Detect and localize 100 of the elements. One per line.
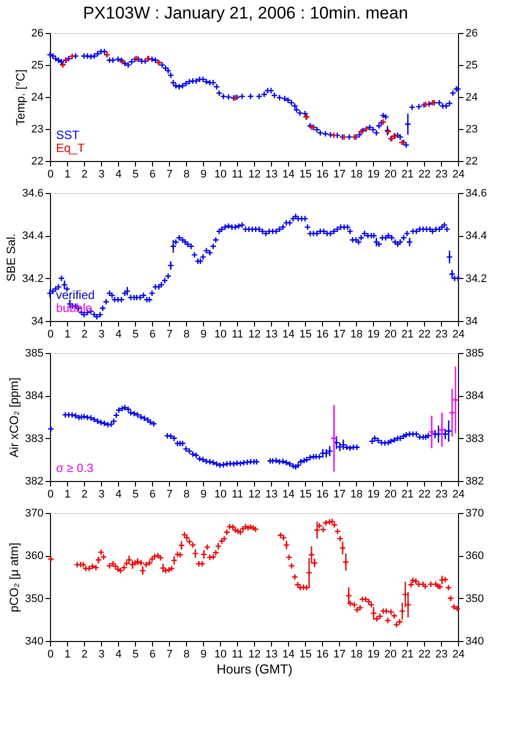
y2-tick-label: 26 <box>466 28 478 40</box>
y2-tick-label: 340 <box>466 636 484 648</box>
x-tick-label: 14 <box>282 488 295 500</box>
x-tick-label: 18 <box>350 648 363 660</box>
x-tick-label: 14 <box>282 328 295 340</box>
x-tick-label: 5 <box>132 168 139 180</box>
x-tick-label: 11 <box>232 328 244 340</box>
point <box>330 132 338 139</box>
x-tick-label: 9 <box>200 488 207 500</box>
y-axis-title: Air xCO₂ [ppm] <box>7 377 22 458</box>
x-tick-label: 9 <box>200 648 207 660</box>
y2-tick-label: 23 <box>466 124 478 136</box>
x-tick-label: 12 <box>248 328 261 340</box>
x-tick-label: 7 <box>166 168 173 180</box>
x-tick-label: 20 <box>384 488 397 500</box>
x-tick-label: 20 <box>384 648 397 660</box>
x-tick-label: 2 <box>81 328 88 340</box>
x-tick-label: 22 <box>418 648 431 660</box>
x-tick-label: 19 <box>367 168 380 180</box>
x-tick-label: 4 <box>115 488 122 500</box>
x-tick-label: 23 <box>435 168 448 180</box>
x-tick-label: 0 <box>47 168 54 180</box>
y2-tick-label: 382 <box>466 476 484 488</box>
x-tick-label: 9 <box>200 168 207 180</box>
point <box>452 396 459 404</box>
x-tick-label: 18 <box>350 328 363 340</box>
x-tick-label: 8 <box>183 328 190 340</box>
y-tick-label: 34.2 <box>22 272 44 285</box>
x-tick-label: 9 <box>200 328 207 340</box>
y-axis-title: SBE Sal. <box>4 233 18 282</box>
point <box>330 434 338 442</box>
x-tick-label: 11 <box>232 648 244 660</box>
y2-tick-label: 25 <box>466 60 478 72</box>
x-tick-label: 16 <box>316 328 329 340</box>
x-tick-label: 0 <box>47 328 54 340</box>
x-tick-label: 2 <box>81 648 88 660</box>
y-tick-label: 22 <box>31 156 44 168</box>
x-tick-label: 6 <box>149 488 156 500</box>
y2-tick-label: 24 <box>466 92 478 104</box>
x-tick-label: 16 <box>316 168 329 180</box>
y-tick-label: 34 <box>31 316 44 328</box>
x-tick-label: 12 <box>248 648 261 660</box>
y-tick-label: 382 <box>25 476 44 488</box>
x-tick-label: 13 <box>265 168 278 180</box>
x-tick-label: 24 <box>452 488 465 500</box>
y-tick-label: 34.6 <box>22 188 44 200</box>
y-tick-label: 24 <box>31 92 44 104</box>
x-tick-label: 13 <box>265 328 278 340</box>
x-tick-label: 19 <box>367 488 380 500</box>
x-tick-label: 22 <box>418 488 431 500</box>
x-tick-label: 24 <box>452 328 465 340</box>
y2-tick-label: 370 <box>466 508 484 520</box>
x-tick-label: 17 <box>333 488 346 500</box>
x-tick-label: 21 <box>401 328 414 340</box>
x-tick-label: 4 <box>115 648 122 660</box>
x-tick-label: 15 <box>299 488 312 500</box>
point <box>428 428 436 436</box>
x-tick-label: 12 <box>248 168 261 180</box>
x-tick-label: 15 <box>299 648 312 660</box>
x-tick-label: 1 <box>64 648 71 660</box>
y-tick-label: 370 <box>25 508 44 520</box>
x-tick-label: 2 <box>81 168 88 180</box>
y2-tick-label: 34.4 <box>466 230 487 242</box>
x-tick-label: 20 <box>384 168 397 180</box>
x-tick-label: 6 <box>149 328 156 340</box>
y-tick-label: 385 <box>25 348 44 360</box>
y-tick-label: 360 <box>25 550 44 562</box>
x-tick-label: 10 <box>214 168 227 180</box>
y-tick-label: 384 <box>25 390 44 402</box>
x-tick-label: 11 <box>232 488 244 500</box>
x-tick-label: 22 <box>418 328 431 340</box>
y2-tick-label: 22 <box>466 156 478 168</box>
x-tick-label: 3 <box>98 648 105 660</box>
x-tick-label: 0 <box>47 648 54 660</box>
x-tick-label: 10 <box>214 648 227 660</box>
y-tick-label: 340 <box>25 636 44 648</box>
x-tick-label: 1 <box>64 488 71 500</box>
x-tick-label: 7 <box>166 648 173 660</box>
y2-tick-label: 360 <box>466 550 484 562</box>
x-tick-label: 7 <box>166 328 173 340</box>
series-label: verified <box>56 288 95 302</box>
y2-tick-label: 34.2 <box>466 272 487 285</box>
point <box>438 426 446 434</box>
x-tick-label: 17 <box>333 328 346 340</box>
y2-tick-label: 350 <box>466 592 484 605</box>
y2-tick-label: 384 <box>466 390 484 402</box>
y2-tick-label: 385 <box>466 348 484 360</box>
point <box>448 409 456 416</box>
x-tick-label: 16 <box>316 648 329 660</box>
x-tick-label: 21 <box>401 168 414 180</box>
y2-tick-label: 34 <box>466 316 478 328</box>
y-tick-label: 25 <box>31 60 44 72</box>
x-tick-label: 1 <box>64 328 71 340</box>
x-tick-label: 18 <box>350 488 363 500</box>
x-tick-label: 5 <box>132 648 139 660</box>
x-tick-label: 12 <box>248 488 261 500</box>
x-tick-label: 3 <box>98 168 105 180</box>
x-tick-label: 10 <box>214 328 227 340</box>
text: SST <box>56 128 80 142</box>
x-tick-label: 6 <box>149 168 156 180</box>
